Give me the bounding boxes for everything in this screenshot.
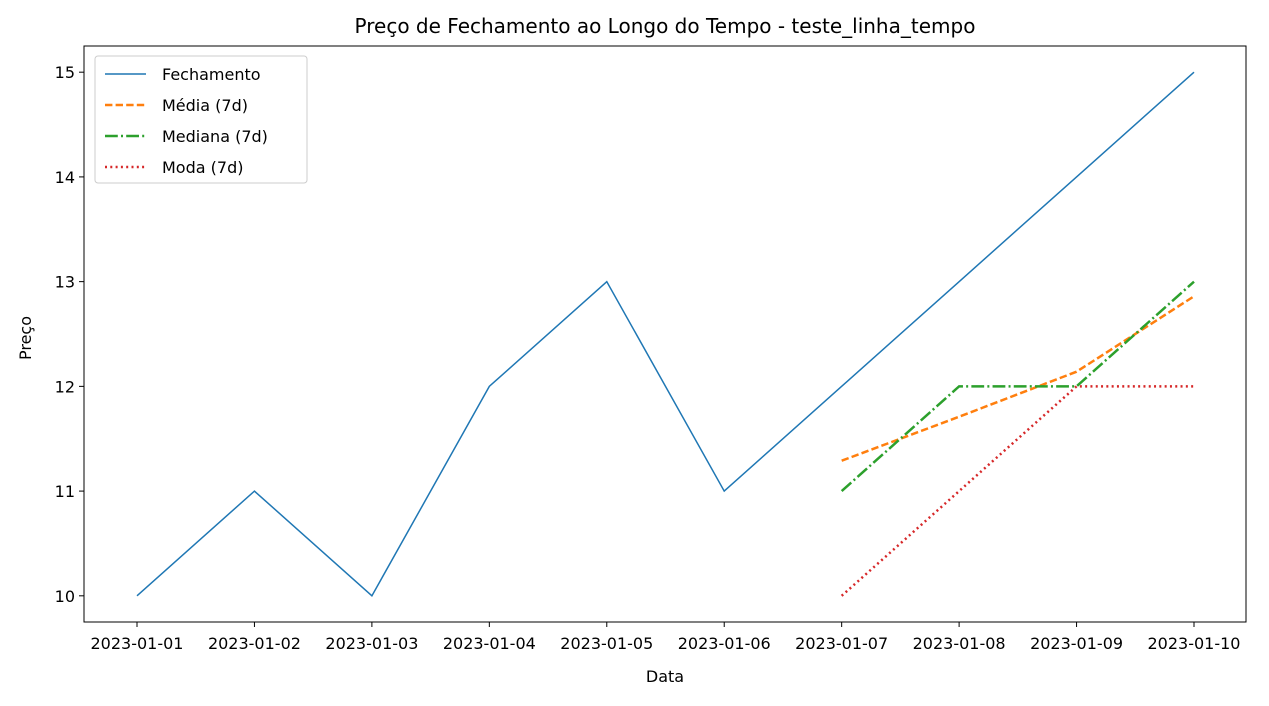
x-tick-label: 2023-01-08 [913,634,1006,653]
x-tick-label: 2023-01-02 [208,634,301,653]
y-tick-label: 10 [55,587,75,606]
legend-label-0: Fechamento [162,65,261,84]
y-tick-label: 15 [55,63,75,82]
x-axis-label: Data [646,667,684,686]
y-tick-label: 12 [55,377,75,396]
x-tick-label: 2023-01-07 [795,634,888,653]
y-tick-label: 14 [55,168,75,187]
legend: Fechamento Média (7d) Mediana (7d) Moda (7d… [95,56,307,183]
x-tick-label: 2023-01-05 [560,634,653,653]
legend-label-2: Mediana (7d) [162,127,268,146]
legend-label-1: Média (7d) [162,96,248,115]
y-tick-label: 13 [55,273,75,292]
x-tick-label: 2023-01-03 [325,634,418,653]
chart-title: Preço de Fechamento ao Longo do Tempo - … [355,14,976,38]
x-tick-label: 2023-01-01 [91,634,184,653]
x-tick-label: 2023-01-10 [1148,634,1241,653]
legend-label-3: Moda (7d) [162,158,243,177]
x-tick-label: 2023-01-09 [1030,634,1123,653]
y-axis-label: Preço [16,316,35,360]
x-tick-label: 2023-01-04 [443,634,536,653]
x-tick-label: 2023-01-06 [678,634,771,653]
y-tick-label: 11 [55,482,75,501]
